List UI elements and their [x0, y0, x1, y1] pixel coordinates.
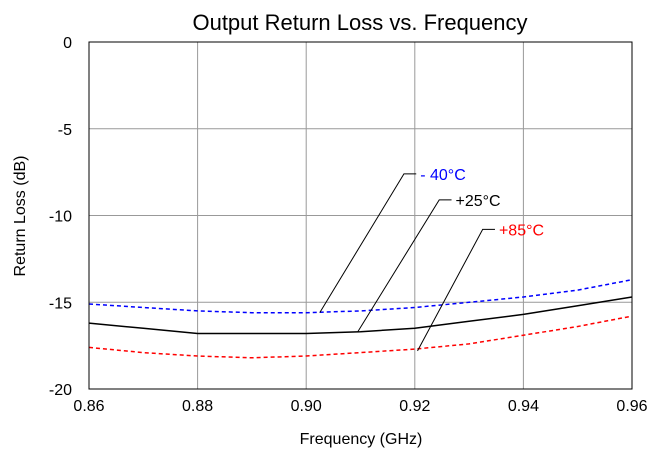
y-tick-label-2: -10 [49, 209, 72, 226]
annotation-leader-0 [319, 173, 417, 313]
y-tick-label-1: -5 [58, 122, 72, 139]
legend-label-1: +25°C [456, 193, 501, 210]
x-axis-label: Frequency (GHz) [300, 431, 423, 448]
series-lines [88, 278, 633, 359]
x-tick-label-3: 0.92 [399, 398, 430, 415]
x-tick-label-2: 0.90 [291, 398, 322, 415]
plot-frame [88, 41, 633, 390]
annotation-leader-2 [417, 228, 495, 352]
chart-title: Output Return Loss vs. Frequency [192, 10, 527, 35]
x-tick-label-4: 0.94 [508, 398, 539, 415]
legend-label-2: +85°C [499, 222, 544, 239]
y-tick-label-3: -15 [49, 295, 72, 312]
y-tick-label-0: 0 [63, 35, 72, 52]
series-line-1 [88, 296, 633, 335]
x-tick-label-1: 0.88 [182, 398, 213, 415]
x-tick-label-0: 0.86 [73, 398, 104, 415]
tick-labels: 0.86 0.88 0.90 0.92 0.94 0.96 0 -5 -10 -15 -20 [49, 35, 648, 415]
x-tick-label-5: 0.96 [616, 398, 647, 415]
series-line-0 [88, 278, 633, 314]
legend-label-0: - 40°C [420, 167, 466, 184]
y-axis-label: Return Loss (dB) [12, 156, 29, 277]
series-line-2 [88, 315, 633, 359]
y-tick-label-4: -20 [49, 382, 72, 399]
annotations: - 40°C +25°C +85°C [319, 167, 544, 352]
grid [88, 41, 633, 390]
annotation-leader-1 [357, 199, 452, 333]
